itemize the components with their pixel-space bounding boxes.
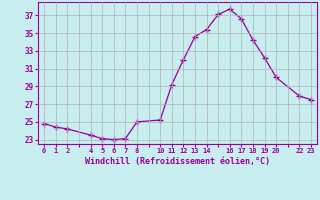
X-axis label: Windchill (Refroidissement éolien,°C): Windchill (Refroidissement éolien,°C) — [85, 157, 270, 166]
